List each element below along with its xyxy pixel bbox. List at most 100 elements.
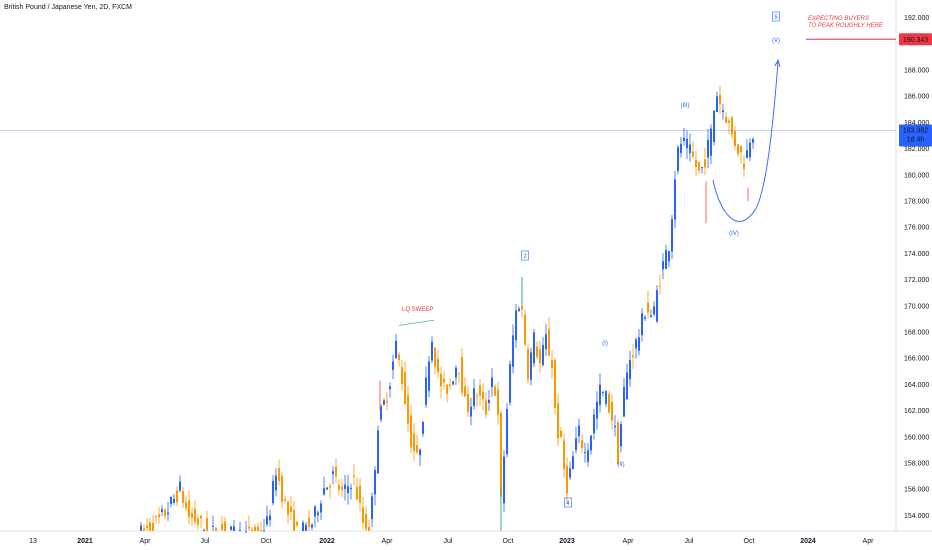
current-price-tag bbox=[899, 124, 932, 147]
y-tick-label: 166.000 bbox=[904, 356, 929, 363]
wave-label: 5 bbox=[774, 15, 778, 21]
candle-up bbox=[602, 391, 604, 393]
candle-down bbox=[659, 285, 661, 287]
candle-down bbox=[341, 486, 343, 490]
candle-down bbox=[461, 357, 463, 393]
candle-up bbox=[509, 364, 511, 403]
x-tick-label: Oct bbox=[503, 538, 514, 545]
x-tick-label: Oct bbox=[261, 538, 272, 545]
candle-up bbox=[680, 143, 682, 153]
lq-sweep-label: LQ SWEEP bbox=[402, 307, 433, 313]
candle-down bbox=[434, 347, 436, 367]
y-tick-label: 192.000 bbox=[904, 15, 929, 22]
x-tick-label: Jul bbox=[201, 538, 210, 545]
candle-up bbox=[662, 261, 664, 270]
y-tick-label: 168.000 bbox=[904, 330, 929, 337]
candle-up bbox=[326, 487, 328, 490]
candle-up bbox=[677, 147, 679, 172]
x-tick-label: Oct bbox=[744, 538, 755, 545]
candle-up bbox=[275, 475, 277, 491]
candle-down bbox=[737, 144, 739, 155]
candle-up bbox=[629, 359, 631, 380]
candle-down bbox=[146, 525, 148, 529]
candle-down bbox=[335, 466, 337, 477]
candle-down bbox=[440, 373, 442, 387]
candle-down bbox=[551, 359, 553, 369]
candle-down bbox=[401, 367, 403, 384]
candle-down bbox=[632, 355, 634, 358]
candle-down bbox=[353, 475, 355, 477]
candle-down bbox=[554, 360, 556, 409]
candle-down bbox=[731, 117, 733, 135]
candle-down bbox=[248, 527, 250, 529]
candle-up bbox=[374, 470, 376, 495]
time-axis: 13 2021 Apr Jul Oct 2022 Apr Jul Oct 2023 Apr Jul Oc… bbox=[29, 538, 874, 545]
y-tick-label: 184.000 bbox=[904, 120, 929, 127]
candle-up bbox=[503, 456, 505, 504]
candle-down bbox=[362, 507, 364, 523]
candle-down bbox=[386, 401, 388, 404]
candle-down bbox=[368, 526, 370, 531]
candle-down bbox=[563, 440, 565, 470]
candle-down bbox=[443, 378, 445, 383]
candle-down bbox=[206, 518, 208, 531]
candle-up bbox=[302, 522, 304, 531]
candle-down bbox=[617, 422, 619, 465]
candle-up bbox=[371, 496, 373, 520]
candle-up bbox=[665, 250, 667, 270]
candle-down bbox=[548, 328, 550, 356]
candle-down bbox=[458, 372, 460, 374]
candle-up bbox=[713, 110, 715, 142]
candle-up bbox=[455, 367, 457, 378]
candle-down bbox=[194, 508, 196, 522]
candle-up bbox=[590, 435, 592, 451]
y-tick-label: 174.000 bbox=[904, 251, 929, 258]
candle-down bbox=[446, 384, 448, 394]
candle-down bbox=[278, 468, 280, 482]
candle-up bbox=[674, 179, 676, 220]
y-tick-label: 172.000 bbox=[904, 277, 929, 284]
candle-down bbox=[359, 485, 361, 503]
wave-label: (II) bbox=[617, 462, 624, 468]
candle-up bbox=[383, 400, 385, 405]
candle-up bbox=[395, 340, 397, 359]
candle-down bbox=[611, 401, 613, 421]
x-tick-label: Apr bbox=[140, 538, 152, 545]
candle-down bbox=[539, 349, 541, 364]
candle-up bbox=[518, 308, 520, 311]
candle-up bbox=[269, 515, 271, 521]
candle-down bbox=[158, 514, 160, 518]
wave-label: (IV) bbox=[729, 231, 739, 237]
candle-up bbox=[545, 334, 547, 350]
candle-down bbox=[182, 491, 184, 503]
candle-down bbox=[200, 515, 202, 519]
candle-up bbox=[452, 381, 454, 385]
candle-up bbox=[419, 449, 421, 456]
candle-up bbox=[620, 424, 622, 447]
candle-up bbox=[644, 317, 646, 319]
candle-up bbox=[380, 406, 382, 420]
candle-up bbox=[569, 468, 571, 478]
candle-up bbox=[584, 451, 586, 453]
candle-down bbox=[398, 354, 400, 360]
wave-label-box bbox=[772, 11, 780, 22]
candle-up bbox=[392, 361, 394, 370]
wave-label: (I) bbox=[602, 341, 608, 347]
candle-up bbox=[161, 509, 163, 513]
candle-down bbox=[560, 430, 562, 438]
candle-down bbox=[287, 501, 289, 515]
wave-label-box bbox=[521, 250, 529, 261]
candle-down bbox=[356, 486, 358, 500]
y-tick-label: 180.000 bbox=[904, 172, 929, 179]
candle-up bbox=[605, 391, 607, 405]
candle-up bbox=[671, 219, 673, 252]
target-price-tag bbox=[899, 33, 932, 46]
wave-label-box bbox=[564, 497, 572, 508]
current-price-value: 183.382 bbox=[903, 127, 928, 134]
price-axis: 154.000 156.000 158.000 160.000 162.000 164.0… bbox=[904, 15, 929, 520]
candle-down bbox=[524, 314, 526, 345]
candle-down bbox=[734, 131, 736, 147]
candle-down bbox=[164, 509, 166, 516]
current-price-countdown: 1d 4h bbox=[907, 136, 925, 143]
